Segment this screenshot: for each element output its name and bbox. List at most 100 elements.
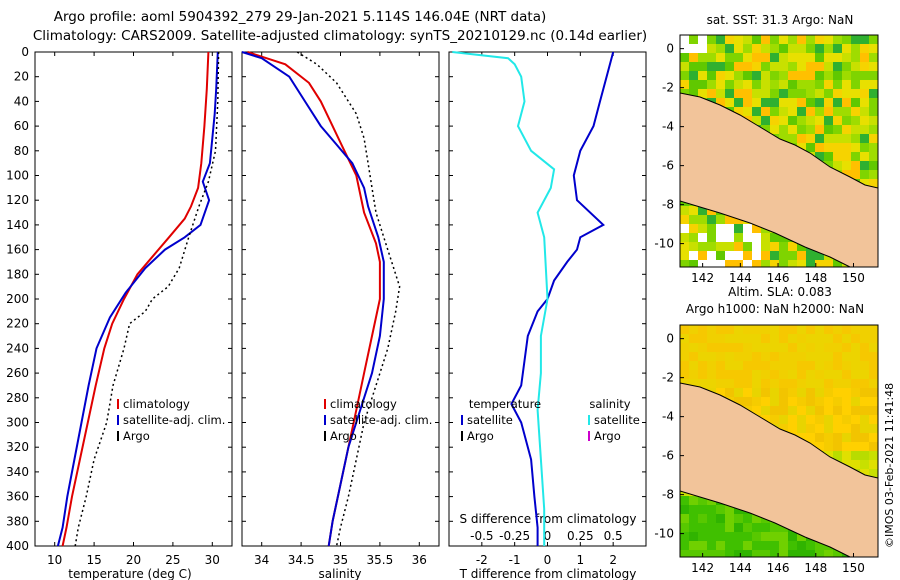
- sst-cell: [716, 224, 725, 233]
- sst-cell: [680, 71, 689, 80]
- sst-cell: [842, 107, 851, 116]
- sst-cell: [860, 53, 869, 62]
- sla-cell: [707, 514, 716, 523]
- sla-cell: [851, 424, 860, 433]
- sst-cell: [833, 80, 842, 89]
- sla-cell: [698, 541, 707, 550]
- sst-cell: [698, 53, 707, 62]
- difference-xlabel: T difference from climatology: [459, 567, 637, 580]
- map-y-tick-label: -6: [662, 159, 674, 173]
- sla-cell: [797, 433, 806, 442]
- sla-cell: [761, 532, 770, 541]
- sst-cell: [788, 260, 797, 267]
- x-tick-label: 0: [544, 553, 552, 567]
- sst-cell: [734, 71, 743, 80]
- sla-cell: [797, 532, 806, 541]
- sla-cell: [734, 352, 743, 361]
- sst-cell: [806, 44, 815, 53]
- sla-cell: [824, 352, 833, 361]
- sla-cell: [716, 532, 725, 541]
- sla-cell: [833, 343, 842, 352]
- sst-cell: [869, 170, 878, 179]
- x-tick-label: 35.5: [367, 553, 394, 567]
- sst-cell: [761, 251, 770, 260]
- sla-cell: [806, 334, 815, 343]
- x-tick-label: 20: [126, 553, 141, 567]
- sst-cell: [851, 116, 860, 125]
- sla-cell: [788, 424, 797, 433]
- sst-cell: [716, 215, 725, 224]
- sla-cell: [779, 424, 788, 433]
- sst-cell: [752, 224, 761, 233]
- sst-cell: [752, 44, 761, 53]
- sst-cell: [734, 233, 743, 242]
- sla-cell: [815, 352, 824, 361]
- sla-cell: [806, 370, 815, 379]
- legend-group-title: temperature: [469, 397, 541, 411]
- x-tick-label: 15: [86, 553, 101, 567]
- sla-cell: [806, 415, 815, 424]
- sst-cell: [833, 62, 842, 71]
- sst-cell: [824, 44, 833, 53]
- legend-label: Argo: [594, 429, 621, 443]
- sst-cell: [770, 44, 779, 53]
- sla-cell: [869, 415, 878, 424]
- header-line1: Argo profile: aoml 5904392_279 29-Jan-20…: [54, 9, 546, 25]
- sla-cell: [851, 433, 860, 442]
- sla-cell: [698, 343, 707, 352]
- sst-cell: [779, 242, 788, 251]
- sst-cell: [725, 215, 734, 224]
- sla-cell: [788, 388, 797, 397]
- sla-cell: [815, 550, 824, 557]
- legends: climatology satellite-adj. clim. Argo clima…: [117, 397, 640, 443]
- sst-cell: [806, 143, 815, 152]
- sst-map-land: [680, 92, 878, 267]
- sst-cell: [788, 125, 797, 134]
- sst-cell: [761, 116, 770, 125]
- sla-cell: [842, 388, 851, 397]
- sla-cell: [761, 334, 770, 343]
- sla-cell: [770, 334, 779, 343]
- sst-cell: [698, 242, 707, 251]
- sst-cell: [824, 125, 833, 134]
- sla-cell: [869, 325, 878, 334]
- sla-cell: [716, 541, 725, 550]
- sst-cell: [779, 80, 788, 89]
- sst-cell: [707, 71, 716, 80]
- sst-cell: [797, 143, 806, 152]
- sla-cell: [743, 523, 752, 532]
- legend-group-title: salinity: [589, 397, 630, 411]
- sla-cell: [734, 334, 743, 343]
- sst-cell: [734, 44, 743, 53]
- sst-cell: [734, 89, 743, 98]
- map-y-tick-label: -8: [662, 488, 674, 502]
- sst-cell: [743, 62, 752, 71]
- depth-axis: 0 20 40 60 80 100 120 140 160 180 200 220 240 260 280 3…: [6, 45, 646, 553]
- sla-cell: [824, 406, 833, 415]
- sst-cell: [770, 89, 779, 98]
- depth-tick-label: 60: [14, 119, 29, 133]
- sst-cell: [680, 260, 689, 267]
- sst-cell: [851, 44, 860, 53]
- map-x-tick-label: 150: [842, 271, 865, 285]
- sla-cell: [860, 388, 869, 397]
- sst-cell: [842, 44, 851, 53]
- sla-cell: [824, 442, 833, 451]
- sla-cell: [707, 343, 716, 352]
- sst-cell: [752, 251, 761, 260]
- sla-cell: [815, 541, 824, 550]
- sst-cell: [779, 125, 788, 134]
- sst-cell: [824, 53, 833, 62]
- sst-cell: [716, 260, 725, 267]
- map-y-tick-label: -6: [662, 449, 674, 463]
- sst-cell: [707, 260, 716, 267]
- sla-cell: [779, 343, 788, 352]
- sla-cell: [779, 334, 788, 343]
- sst-cell: [869, 116, 878, 125]
- legend-label: Argo: [467, 429, 494, 443]
- sla-cell: [842, 433, 851, 442]
- sst-cell: [788, 80, 797, 89]
- salinity-diff-tick-label: -0.5: [470, 529, 493, 543]
- sla-cell: [689, 379, 698, 388]
